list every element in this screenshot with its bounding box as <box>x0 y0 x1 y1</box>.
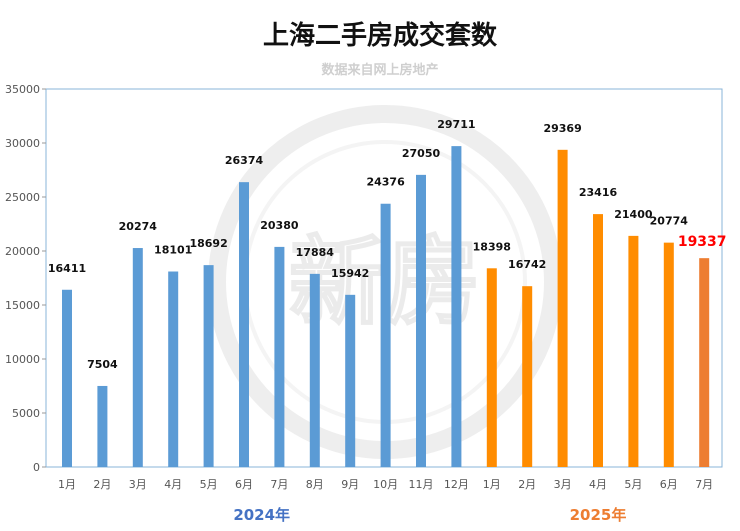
year-label: 2024年 <box>233 506 290 524</box>
data-label: 29369 <box>543 122 581 135</box>
year-label: 2025年 <box>570 506 627 524</box>
bar <box>628 235 639 467</box>
year-labels: 2024年 2025年 <box>233 506 626 524</box>
bar <box>274 246 285 467</box>
bar <box>345 294 356 467</box>
bar <box>168 271 179 467</box>
x-tick-label: 7月 <box>695 478 713 491</box>
bar <box>132 248 143 467</box>
y-axis-ticks: 0 5000 10000 15000 20000 25000 30000 35000 <box>5 83 46 474</box>
data-label: 20274 <box>119 220 158 233</box>
bar <box>416 174 426 468</box>
data-label: 16411 <box>48 262 86 275</box>
data-label: 17884 <box>296 246 335 259</box>
data-label: 7504 <box>87 358 118 371</box>
y-tick-label: 5000 <box>12 407 40 420</box>
data-label: 20774 <box>650 215 689 228</box>
x-tick-label: 7月 <box>270 478 288 491</box>
data-label: 23416 <box>579 186 618 199</box>
x-tick-label: 10月 <box>373 478 398 491</box>
bar <box>557 149 568 467</box>
data-label: 18101 <box>154 244 192 257</box>
x-tick-label: 8月 <box>306 478 324 491</box>
x-tick-label: 4月 <box>589 478 607 491</box>
data-label: 26374 <box>225 154 264 167</box>
bar <box>593 214 603 467</box>
y-tick-label: 10000 <box>5 353 40 366</box>
x-tick-label: 1月 <box>483 478 501 491</box>
data-label: 16742 <box>508 258 546 271</box>
data-label: 29711 <box>437 118 475 131</box>
data-label: 27050 <box>402 147 441 160</box>
x-tick-label: 4月 <box>164 478 182 491</box>
data-label: 20380 <box>260 219 299 232</box>
bar <box>522 286 533 467</box>
data-label: 15942 <box>331 267 369 280</box>
x-axis-ticks: 1月 2月 3月 4月 5月 6月 7月 8月 9月 10月 11月 12月 1月 2月 3月 4月 5月 6月 7… <box>58 478 713 491</box>
chart-title: 上海二手房成交套数 <box>263 20 498 51</box>
bar <box>380 203 391 467</box>
bars <box>62 146 710 468</box>
data-label: 18692 <box>189 237 227 250</box>
data-label: 18398 <box>473 240 511 253</box>
y-tick-label: 0 <box>33 461 40 474</box>
bar <box>97 385 108 467</box>
x-tick-label: 5月 <box>200 478 218 491</box>
bar <box>203 265 214 467</box>
y-tick-label: 35000 <box>5 83 40 96</box>
x-tick-label: 11月 <box>409 478 434 491</box>
data-label: 21400 <box>614 208 653 221</box>
bar <box>699 258 710 467</box>
x-tick-label: 6月 <box>235 478 253 491</box>
y-tick-label: 15000 <box>5 299 40 312</box>
x-tick-label: 3月 <box>129 478 147 491</box>
x-tick-label: 6月 <box>660 478 678 491</box>
x-tick-label: 2月 <box>93 478 111 491</box>
data-label: 24376 <box>366 176 405 189</box>
x-tick-label: 3月 <box>554 478 572 491</box>
bar <box>451 146 462 467</box>
y-tick-label: 25000 <box>5 191 40 204</box>
bar <box>309 273 320 467</box>
x-tick-label: 1月 <box>58 478 76 491</box>
x-tick-label: 12月 <box>444 478 469 491</box>
y-tick-label: 20000 <box>5 245 40 258</box>
x-tick-label: 9月 <box>341 478 359 491</box>
bar <box>486 268 497 467</box>
chart-subtitle: 数据来自网上房地产 <box>321 62 438 78</box>
bar <box>62 289 72 467</box>
bar <box>663 242 674 467</box>
y-tick-label: 30000 <box>5 137 40 150</box>
x-tick-label: 5月 <box>624 478 642 491</box>
data-label: 19337 <box>678 234 727 250</box>
x-tick-label: 2月 <box>518 478 536 491</box>
bar <box>239 182 249 467</box>
